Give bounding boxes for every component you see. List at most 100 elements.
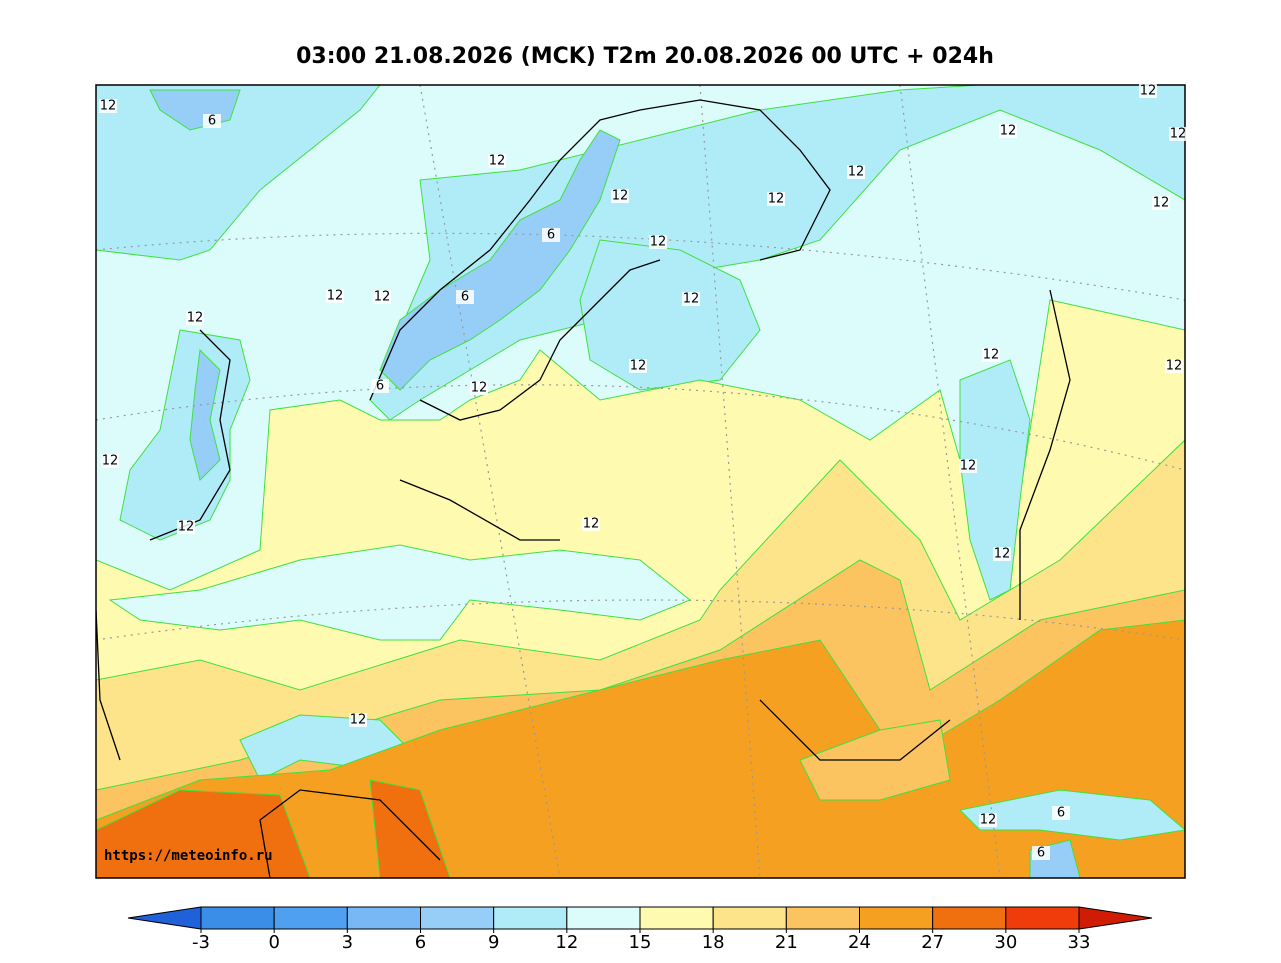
contour-label: 12: [489, 154, 506, 169]
contour-label-bg: [1139, 84, 1157, 98]
contour-label-bg: [371, 379, 389, 393]
colorbar-segment: [346, 906, 422, 930]
contour-label-bg: [186, 311, 204, 325]
temperature-area: [379, 129, 621, 391]
colorbar-tick-label: 18: [702, 932, 725, 953]
colorbar-tick-label: 12: [555, 932, 578, 953]
contour-label: 12: [1170, 127, 1187, 142]
contour-label-bg: [959, 459, 977, 473]
contour-label: 12: [983, 348, 1000, 363]
colorbar-segment: [1005, 906, 1080, 930]
temperature-area: [189, 348, 221, 481]
contour-label-bg: [101, 454, 119, 468]
contour-label-bg: [542, 228, 560, 242]
watermark: https://meteoinfo.ru: [104, 848, 273, 864]
contour-label: 12: [848, 165, 865, 180]
contour-label-bg: [99, 99, 117, 113]
contour-label-bg: [979, 813, 997, 827]
map-frame: [95, 84, 1186, 879]
contour-label-bg: [847, 165, 865, 179]
contour-label: 12: [980, 813, 997, 828]
colorbar-segment: [493, 906, 568, 930]
colorbar-tick-label: 6: [415, 932, 426, 953]
contour-label: 6: [1057, 806, 1065, 821]
colorbar-segment: [200, 906, 275, 930]
map-title: 03:00 21.08.2026 (MCK) T2m 20.08.2026 00…: [296, 44, 994, 69]
temperature-area: [108, 544, 691, 641]
contour-label: 6: [208, 114, 216, 129]
contour-label: 12: [1153, 196, 1170, 211]
contour-label: 12: [327, 289, 344, 304]
colorbar-segment: [712, 906, 787, 930]
colorbar-segment: [932, 906, 1007, 930]
contour-label: 6: [376, 379, 384, 394]
contour-label: 12: [583, 517, 600, 532]
colorbar-tick-label: 24: [848, 932, 871, 953]
contour-label: 12: [650, 235, 667, 250]
contour-label: 12: [683, 292, 700, 307]
colorbar-segment: [566, 906, 641, 930]
contour-label: 12: [374, 290, 391, 305]
temperature-area: [958, 789, 1185, 841]
contour-label-bg: [1052, 806, 1070, 820]
colorbar-segment: [639, 906, 714, 930]
contour-label: 12: [960, 459, 977, 474]
colorbar-tick-label: 21: [775, 932, 798, 953]
contour-label: 12: [187, 311, 204, 326]
contour-label-bg: [767, 192, 785, 206]
colorbar-tick-label: 30: [994, 932, 1017, 953]
colorbar-segment: [273, 906, 348, 930]
contour-label-bg: [993, 547, 1011, 561]
contour-label-bg: [982, 348, 1000, 362]
colorbar-tick-label: -3: [192, 932, 210, 953]
contour-label-bg: [682, 292, 700, 306]
contour-label: 12: [350, 713, 367, 728]
contour-label-bg: [611, 189, 629, 203]
temperature-area: [96, 619, 1185, 878]
colorbar-tick-label: 0: [268, 932, 279, 953]
contour-label-bg: [456, 290, 474, 304]
temperature-area: [579, 239, 761, 391]
contour-label: 6: [461, 290, 469, 305]
contour-label: 12: [768, 192, 785, 207]
colorbar-under: [127, 906, 202, 930]
contour-label: 12: [1140, 84, 1157, 99]
map: [96, 85, 1185, 878]
contour-label-bg: [1169, 127, 1187, 141]
coastline: [96, 99, 1071, 878]
colorbar-tick-label: 15: [629, 932, 652, 953]
contour-labels: 12 6 12 12 12 12 12 12 12 12 12 6 12 12 6 12 12 6 12 12 12 12…: [99, 84, 1187, 861]
contour-label-bg: [326, 289, 344, 303]
contour-label-bg: [629, 359, 647, 373]
contour-label-bg: [649, 235, 667, 249]
colorbar-tick-label: 3: [342, 932, 353, 953]
graticule: [96, 85, 1185, 878]
contour-label: 6: [547, 228, 555, 243]
colorbar: -3 0 3 6 9 12 15 18 21 24 27 30 33: [127, 906, 1153, 953]
contour-label: 12: [1000, 124, 1017, 139]
temperature-area: [96, 85, 381, 261]
colorbar-segment: [785, 906, 860, 930]
contour-label-bg: [1032, 846, 1050, 860]
colorbar-tick-label: 27: [921, 932, 944, 953]
contour-label-bg: [1152, 196, 1170, 210]
contour-label-bg: [999, 124, 1017, 138]
colorbar-segment: [420, 906, 495, 930]
contour-label: 12: [994, 547, 1011, 562]
contour-label: 12: [612, 189, 629, 204]
contour-label: 12: [471, 381, 488, 396]
contour-label-bg: [470, 381, 488, 395]
contour-label-bg: [349, 713, 367, 727]
contour-label: 12: [1166, 359, 1183, 374]
colorbar-over: [1078, 906, 1153, 930]
colorbar-segment: [859, 906, 934, 930]
contour-label-bg: [177, 520, 195, 534]
colorbar-tick-label: 33: [1068, 932, 1091, 953]
contour-label: 12: [102, 454, 119, 469]
colorbar-tick-label: 9: [488, 932, 499, 953]
temperature-area: [369, 779, 451, 878]
contour-label: 6: [1037, 846, 1045, 861]
contour-label: 12: [100, 99, 117, 114]
contour-label-bg: [1165, 359, 1183, 373]
